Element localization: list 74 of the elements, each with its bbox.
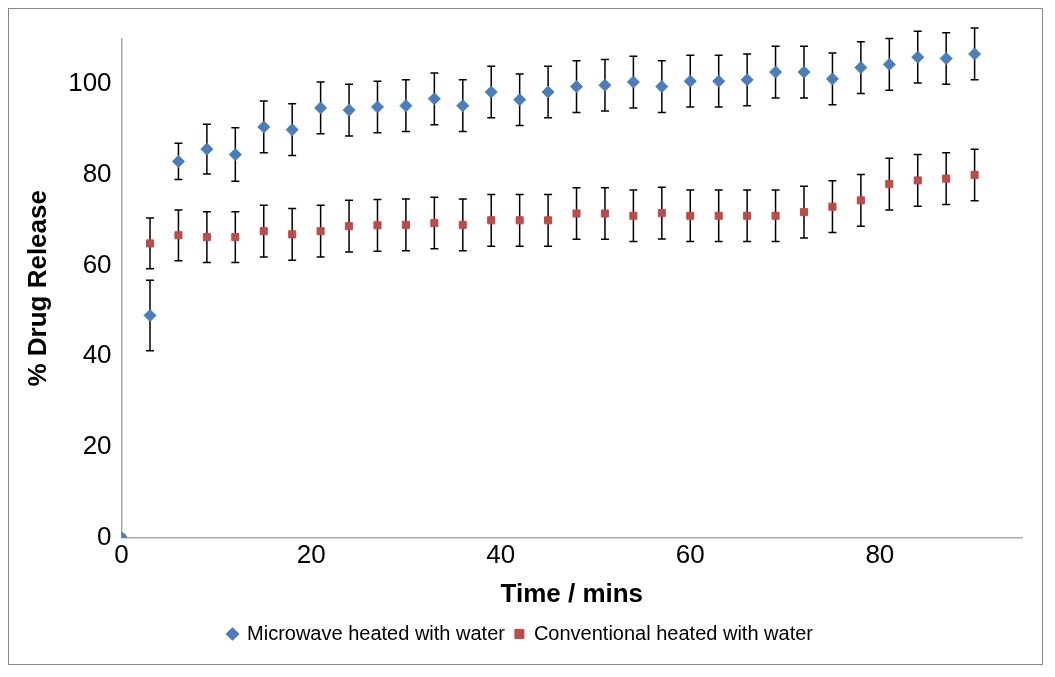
point: [200, 142, 214, 156]
point: [316, 227, 325, 236]
point: [600, 209, 609, 218]
point: [345, 222, 354, 231]
point: [314, 101, 328, 115]
point: [939, 51, 953, 65]
point: [743, 211, 752, 220]
point: [740, 73, 754, 87]
point: [544, 216, 553, 225]
y-tick-label: 100: [68, 67, 112, 98]
point: [399, 99, 413, 113]
point: [970, 170, 979, 180]
point: [257, 120, 271, 134]
point: [288, 230, 297, 239]
point: [342, 103, 356, 117]
point: [885, 180, 894, 189]
x-tick-label: 20: [296, 539, 326, 570]
point: [911, 50, 925, 64]
point: [487, 216, 496, 225]
point: [797, 65, 811, 79]
point: [686, 211, 695, 220]
point: [171, 154, 185, 168]
point: [683, 74, 697, 88]
point: [401, 220, 410, 229]
point: [231, 233, 240, 242]
point: [285, 123, 299, 137]
point: [626, 75, 640, 89]
point: [174, 231, 183, 240]
point: [143, 309, 157, 322]
x-axis-title: Time / mins: [500, 577, 644, 608]
point: [856, 196, 865, 205]
legend-label: Microwave heated with water: [247, 621, 506, 644]
y-tick-label: 40: [82, 339, 112, 370]
point: [828, 202, 837, 211]
point: [484, 85, 498, 99]
point: [714, 211, 723, 220]
x-tick-label: 60: [675, 539, 705, 570]
point: [771, 211, 780, 220]
point: [570, 80, 584, 94]
point: [541, 85, 555, 99]
point: [598, 78, 612, 92]
x-tick-label: 80: [865, 539, 895, 570]
point: [430, 218, 439, 228]
y-tick-label: 80: [82, 158, 112, 189]
point: [228, 148, 242, 162]
y-axis-title: % Drug Release: [21, 190, 52, 387]
point: [513, 93, 527, 107]
point: [572, 209, 581, 218]
point: [370, 100, 384, 114]
legend-label: Conventional heated with water: [533, 621, 814, 644]
point: [825, 72, 839, 86]
point: [882, 57, 896, 71]
point: [427, 92, 441, 106]
y-tick-label: 20: [82, 430, 112, 461]
point: [657, 209, 666, 218]
point: [769, 65, 783, 79]
point: [145, 239, 155, 248]
point: [259, 227, 268, 236]
point: [799, 208, 809, 217]
point: [458, 220, 467, 229]
point: [913, 176, 922, 185]
point: [655, 80, 669, 94]
point: [712, 74, 726, 88]
point: [373, 221, 382, 230]
point: [515, 216, 524, 225]
point: [942, 174, 951, 183]
point: [202, 233, 211, 242]
y-tick-label: 0: [97, 520, 112, 551]
y-tick-label: 60: [82, 248, 112, 279]
point: [629, 211, 638, 220]
point: [968, 47, 982, 61]
x-tick-label: 40: [486, 539, 516, 570]
point: [456, 99, 470, 113]
point: [854, 61, 868, 75]
